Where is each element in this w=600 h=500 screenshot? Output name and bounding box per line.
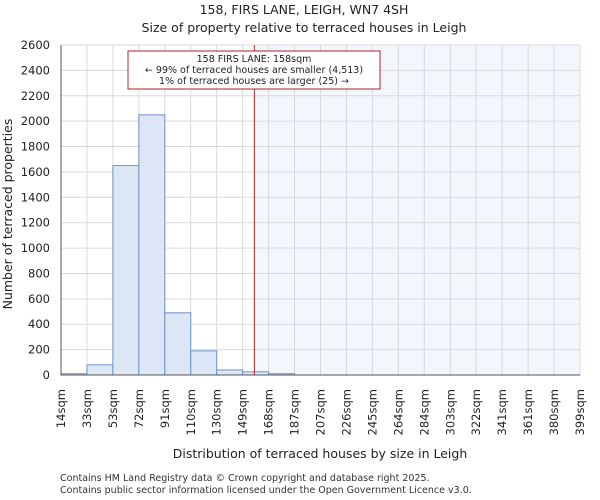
x-tick-label: 226sqm	[339, 389, 353, 435]
x-tick-label: 303sqm	[443, 389, 457, 435]
x-tick-label: 91sqm	[158, 389, 172, 428]
x-tick-label: 14sqm	[54, 389, 68, 428]
axes	[60, 45, 580, 376]
y-tick-label: 2400	[21, 63, 50, 77]
x-tick-label: 284sqm	[417, 389, 431, 435]
y-tick-label: 400	[28, 317, 50, 331]
histogram-bar	[164, 312, 192, 376]
x-tick-label: 361sqm	[521, 389, 535, 435]
x-tick-label: 264sqm	[391, 389, 405, 435]
y-tick-label: 1400	[21, 190, 50, 204]
y-tick-label: 600	[28, 292, 50, 306]
y-axis-label: Number of terraced properties	[0, 119, 15, 310]
histogram-bar	[190, 350, 218, 376]
y-tick-label: 0	[43, 368, 50, 382]
y-tick-label: 2000	[21, 114, 50, 128]
x-tick-label: 130sqm	[210, 389, 224, 435]
y-tick-label: 800	[28, 266, 50, 280]
chart-title: 158, FIRS LANE, LEIGH, WN7 4SH	[200, 2, 409, 17]
y-tick-label: 1600	[21, 165, 50, 179]
annotation-line-3: 1% of terraced houses are larger (25) →	[159, 76, 349, 87]
x-tick-label: 33sqm	[80, 389, 94, 428]
histogram-bar	[86, 364, 114, 376]
y-tick-labels: 0 200 400 600 800 1000 1200 1400 1600 1800 2000 220…	[21, 38, 50, 382]
annotation-line-1: 158 FIRS LANE: 158sqm	[197, 54, 312, 65]
annotation-line-2: ← 99% of terraced houses are smaller (4,…	[145, 65, 363, 76]
x-tick-label: 53sqm	[106, 389, 120, 428]
x-axis-label: Distribution of terraced houses by size …	[173, 446, 468, 461]
annotation-box	[127, 50, 381, 90]
x-tick-label: 110sqm	[184, 389, 198, 435]
y-tick-label: 1200	[21, 216, 50, 230]
y-tick-label: 2600	[21, 38, 50, 52]
x-tick-label: 149sqm	[236, 389, 250, 435]
x-tick-label: 168sqm	[262, 389, 276, 435]
footer-line-2: Contains public sector information licen…	[60, 485, 472, 496]
y-tick-label: 1800	[21, 140, 50, 154]
x-tick-label: 399sqm	[573, 389, 587, 435]
histogram-bar	[138, 114, 166, 376]
y-tick-label: 200	[28, 343, 50, 357]
x-tick-label: 380sqm	[547, 389, 561, 435]
x-tick-label: 72sqm	[132, 389, 146, 428]
x-tick-labels: 14sqm 33sqm 53sqm 72sqm 91sqm 110sqm 130sqm 149…	[54, 389, 587, 435]
x-tick-label: 245sqm	[365, 389, 379, 435]
x-tick-label: 187sqm	[288, 389, 302, 435]
y-tick-label: 1000	[21, 241, 50, 255]
x-tick-label: 322sqm	[469, 389, 483, 435]
chart-subtitle: Size of property relative to terraced ho…	[142, 20, 467, 35]
bars	[60, 114, 296, 376]
larger-properties-region	[254, 45, 580, 375]
x-tick-label: 207sqm	[314, 389, 328, 435]
histogram-bar	[112, 165, 140, 376]
x-tick-label: 341sqm	[495, 389, 509, 435]
histogram-bar	[216, 369, 244, 376]
y-tick-label: 2200	[21, 89, 50, 103]
footer-line-1: Contains HM Land Registry data © Crown c…	[60, 473, 430, 484]
